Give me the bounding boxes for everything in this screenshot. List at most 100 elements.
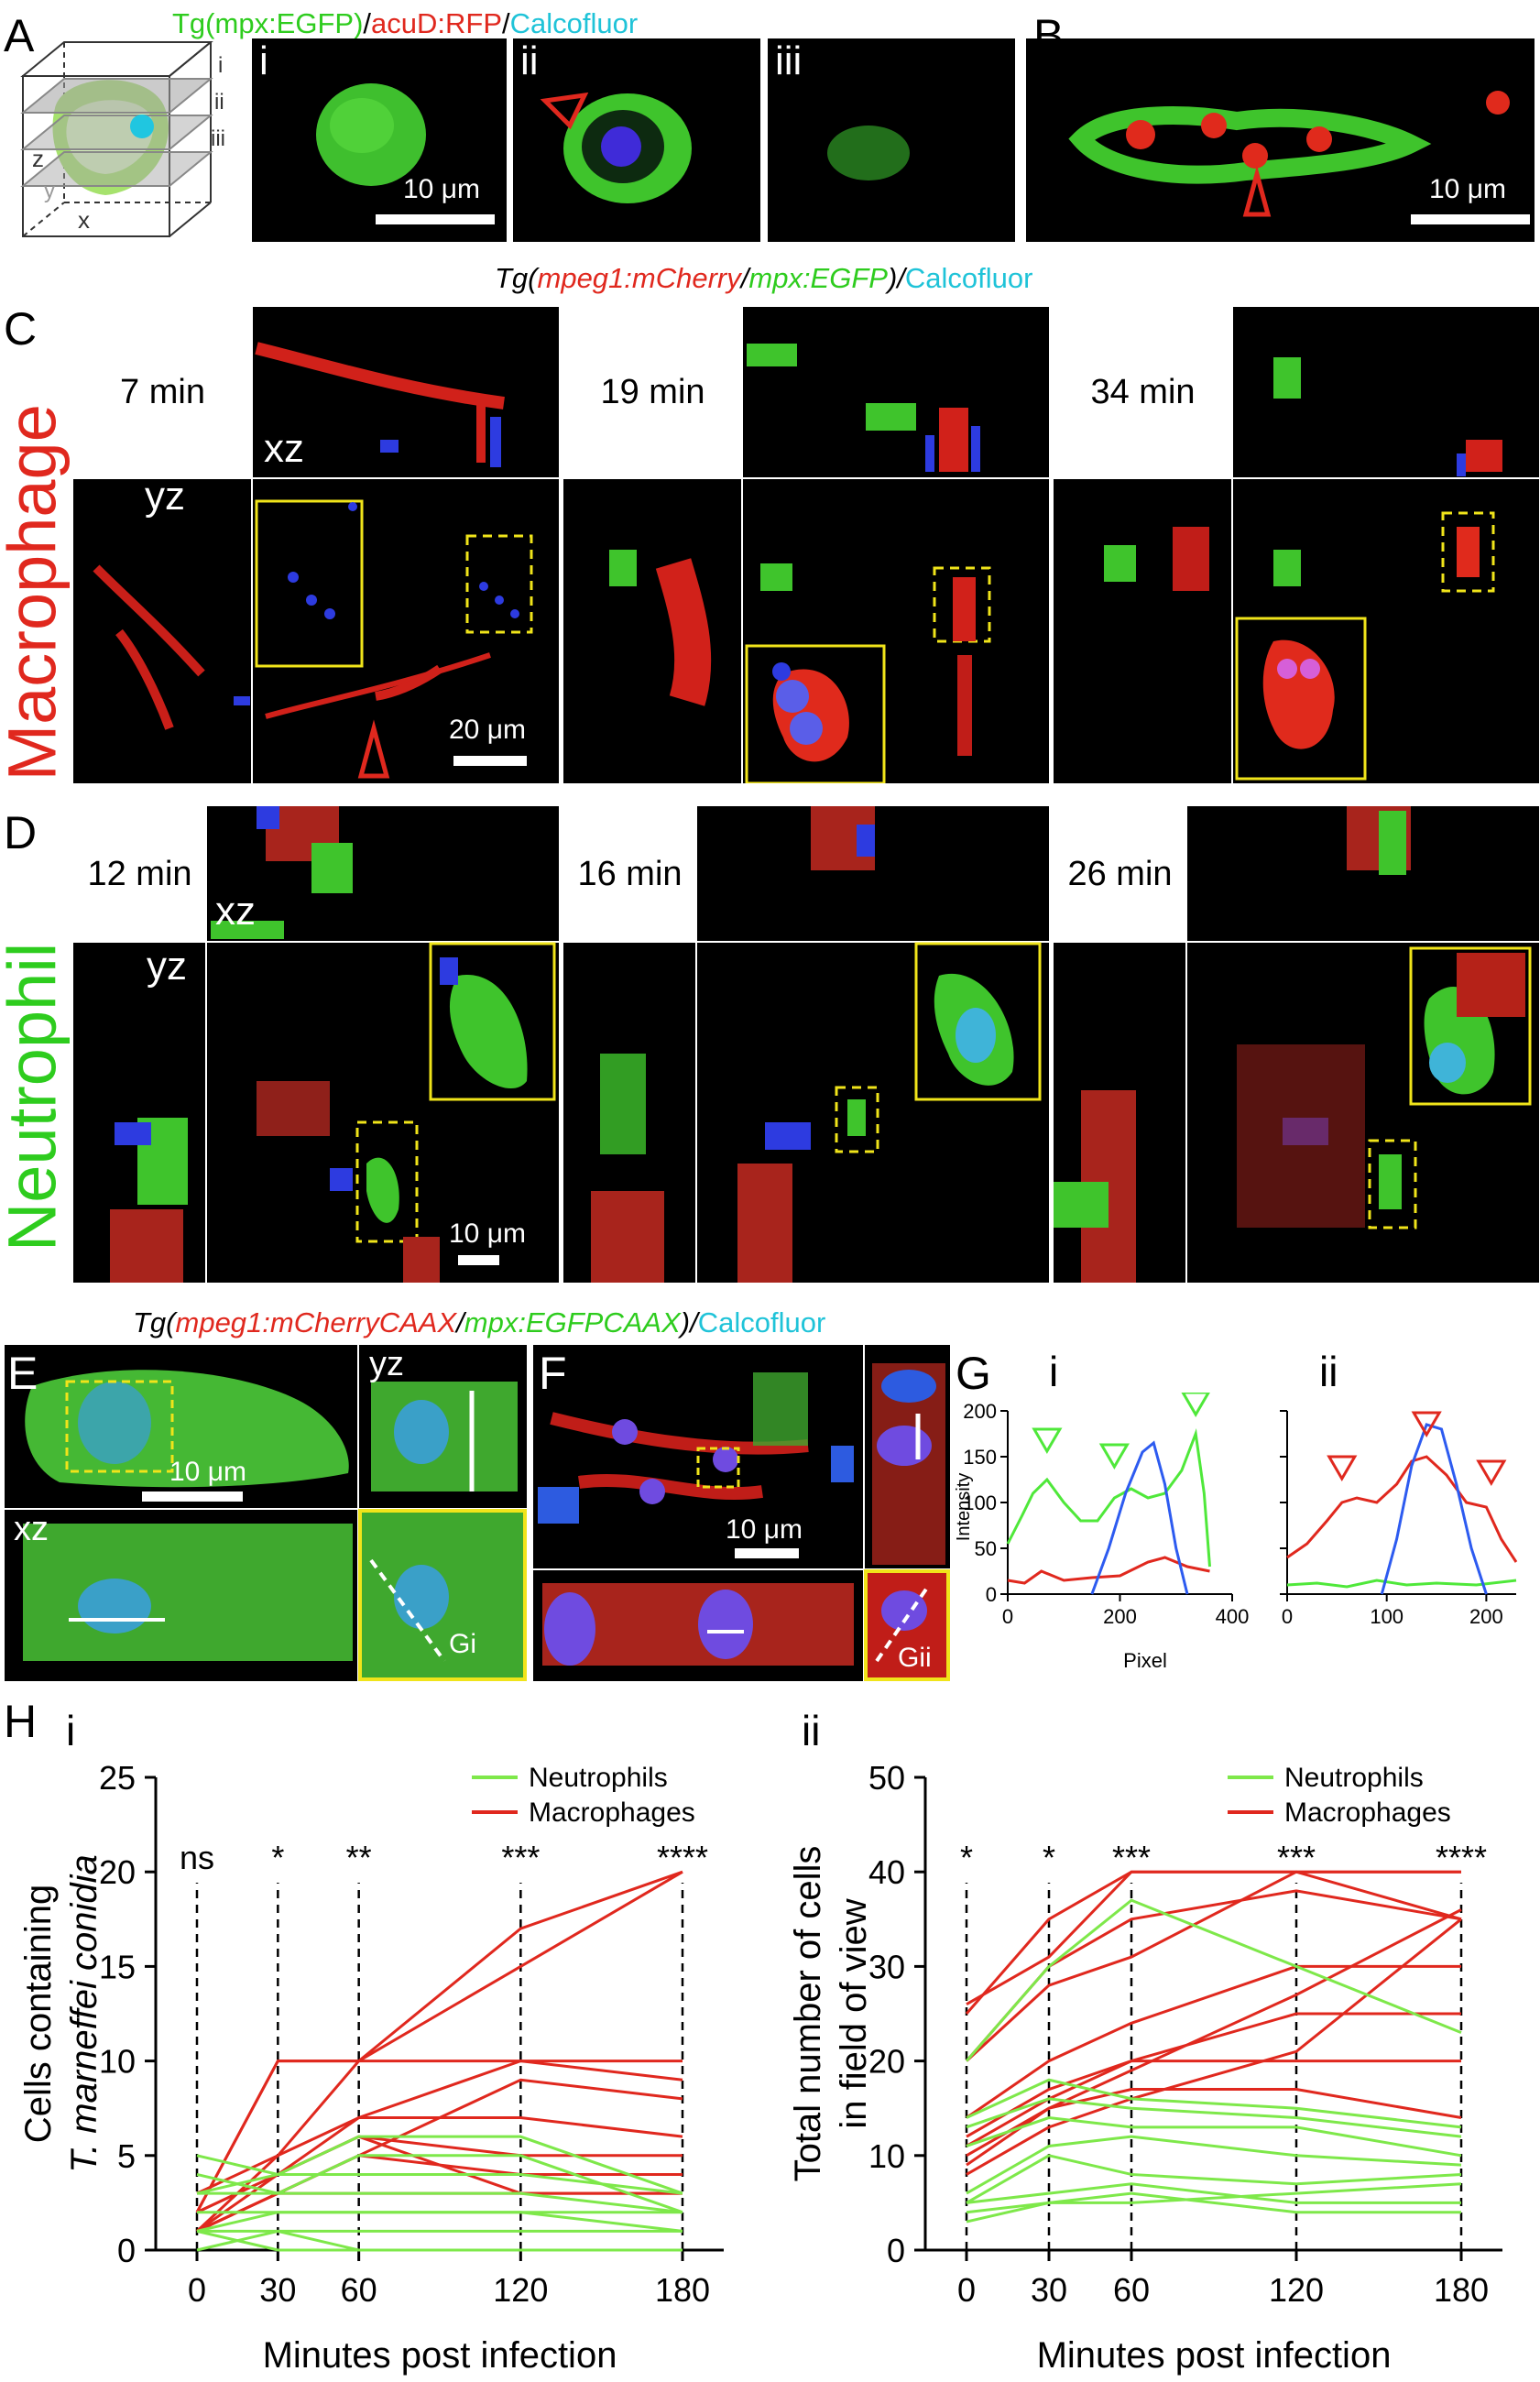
- peak-marker: [1476, 1459, 1507, 1486]
- peak-marker: [1411, 1411, 1442, 1437]
- panel-label-g: G: [956, 1348, 991, 1399]
- panel-label-c: C: [4, 303, 38, 355]
- title-part-mpx: mpx:EGFP: [748, 262, 888, 294]
- title-part-mpeg1: mpeg1:mCherryCAAX: [175, 1306, 457, 1339]
- macrophage-line: [965, 1870, 1461, 2062]
- x-tick-label: 120: [493, 2271, 548, 2309]
- panel-label-f: F: [539, 1348, 567, 1399]
- title-tg: Tg(: [495, 262, 538, 294]
- panel-c-title: Tg(mpeg1:mCherry/mpx:EGFP)/Calcofluor: [495, 262, 1032, 295]
- x-axis-label: Minutes post infection: [263, 2335, 617, 2376]
- peak-marker: [1181, 1393, 1210, 1417]
- neutrophil-line: [966, 2115, 1462, 2158]
- y-tick-label: 150: [963, 1446, 997, 1469]
- x-tick-label: 60: [341, 2271, 377, 2309]
- title-slash: /: [740, 262, 749, 294]
- h-i-label: i: [66, 1707, 76, 1754]
- neutrophil-line: [196, 2229, 683, 2252]
- neutrophil-line: [965, 1898, 1462, 2062]
- y-tick-label: 0: [117, 2232, 136, 2269]
- scalebar: [376, 214, 495, 224]
- profile-line-blue: [1380, 1423, 1488, 1595]
- g-ii-label: ii: [1319, 1348, 1338, 1395]
- legend-label-macrophages: Macrophages: [1284, 1797, 1451, 1828]
- y-tick-label: 50: [975, 1537, 997, 1560]
- title-part-mpx: Tg(mpx:EGFP): [172, 7, 364, 39]
- scalebar-label: 10 μm: [403, 174, 480, 204]
- x-tick-label: 200: [1469, 1605, 1503, 1628]
- macrophage-side-label: Macrophage: [0, 404, 71, 781]
- y-tick-label: 200: [963, 1400, 997, 1423]
- neutrophil-line: [966, 2078, 1462, 2129]
- title-tg: Tg(: [133, 1306, 176, 1339]
- title-part-acud: acuD:RFP: [371, 7, 503, 39]
- significance-label: ***: [501, 1839, 540, 1876]
- cube-plane-ii: ii: [214, 90, 224, 115]
- x-tick-label: 60: [1113, 2271, 1150, 2309]
- timestamp: 34 min: [1054, 307, 1232, 478]
- macrophage-frame-3: 34 min: [1054, 307, 1539, 783]
- profile-line-blue: [1090, 1440, 1189, 1595]
- cube-axis-y: y: [44, 179, 55, 203]
- significance-label: *: [271, 1839, 284, 1876]
- x-tick-label: 100: [1370, 1605, 1403, 1628]
- h-ii-label: ii: [802, 1707, 821, 1754]
- neutrophil-line: [966, 2182, 1462, 2224]
- neutrophil-line: [966, 2135, 1462, 2195]
- yz-label: yz: [145, 474, 185, 519]
- x-tick-label: 180: [655, 2271, 710, 2309]
- micrograph-b: 10 μm: [1026, 38, 1535, 242]
- timestamp: 26 min: [1054, 806, 1186, 942]
- title-part-calcofluor: Calcofluor: [697, 1306, 826, 1339]
- significance-label: *: [1043, 1839, 1055, 1876]
- chart-cells-containing-conidia: 0 5 10 15 20 25 0 ns 30 * 60 ** 120 *** 180 **** Neutrop…: [18, 1759, 724, 2376]
- y-tick-label: 100: [963, 1491, 997, 1514]
- y-axis-label: Intensity: [954, 1473, 974, 1541]
- legend-label-neutrophils: Neutrophils: [1284, 1763, 1424, 1793]
- neutrophil-line: [966, 2182, 1461, 2204]
- title-slash: /: [363, 7, 372, 39]
- title-close: )/: [680, 1306, 698, 1339]
- x-tick-label: 0: [1002, 1605, 1013, 1628]
- xz-label: xz: [14, 1510, 49, 1548]
- y-tick-label: 20: [868, 2043, 905, 2081]
- x-tick-label: 0: [188, 2271, 206, 2309]
- neutrophil-line: [196, 2154, 683, 2214]
- xz-label: xz: [264, 426, 304, 471]
- title-part-mpeg1: mpeg1:mCherry: [537, 262, 741, 294]
- cube-axis-x: x: [78, 206, 90, 234]
- g-i-label: i: [1049, 1348, 1059, 1395]
- timestamp: 19 min: [563, 307, 742, 478]
- title-part-calcofluor: Calcofluor: [904, 262, 1033, 294]
- inset-label-gi: Gi: [449, 1629, 476, 1659]
- timestamp: 16 min: [563, 806, 696, 942]
- macrophage-frame-1: 7 min xz yz 20 μm: [73, 307, 559, 783]
- y-tick-label: 15: [99, 1948, 136, 1985]
- significance-label: ***: [1112, 1839, 1151, 1876]
- profile-line-green: [1286, 1579, 1517, 1589]
- timestamp: 7 min: [73, 307, 252, 478]
- panel-a-title: Tg(mpx:EGFP)/acuD:RFP/Calcofluor: [172, 7, 638, 40]
- title-slash: /: [456, 1306, 464, 1339]
- significance-label: ns: [180, 1839, 214, 1876]
- x-axis-label: Minutes post infection: [1037, 2335, 1392, 2376]
- title-part-mpx: mpx:EGFPCAAX: [464, 1306, 681, 1339]
- significance-label: *: [960, 1839, 973, 1876]
- macrophage-frame-2: 19 min: [563, 307, 1049, 783]
- y-tick-label: 0: [986, 1583, 997, 1606]
- macrophage-line: [966, 1908, 1462, 2158]
- macrophage-line: [195, 2060, 683, 2213]
- subpanel-label-ii: ii: [520, 38, 539, 83]
- micrograph-a-iii: iii: [768, 38, 1015, 242]
- peak-marker: [1327, 1455, 1358, 1481]
- neutrophil-line: [966, 2191, 1461, 2214]
- profile-line-green: [1006, 1428, 1211, 1568]
- scalebar-label: 20 μm: [449, 715, 526, 745]
- y-tick-label: 5: [117, 2137, 136, 2175]
- title-part-calcofluor: Calcofluor: [509, 7, 639, 39]
- x-tick-label: 120: [1269, 2271, 1324, 2309]
- macrophage-line: [966, 1870, 1462, 2005]
- significance-label: ****: [1436, 1839, 1487, 1876]
- x-tick-label: 400: [1216, 1605, 1250, 1628]
- subpanel-label-iii: iii: [775, 38, 803, 83]
